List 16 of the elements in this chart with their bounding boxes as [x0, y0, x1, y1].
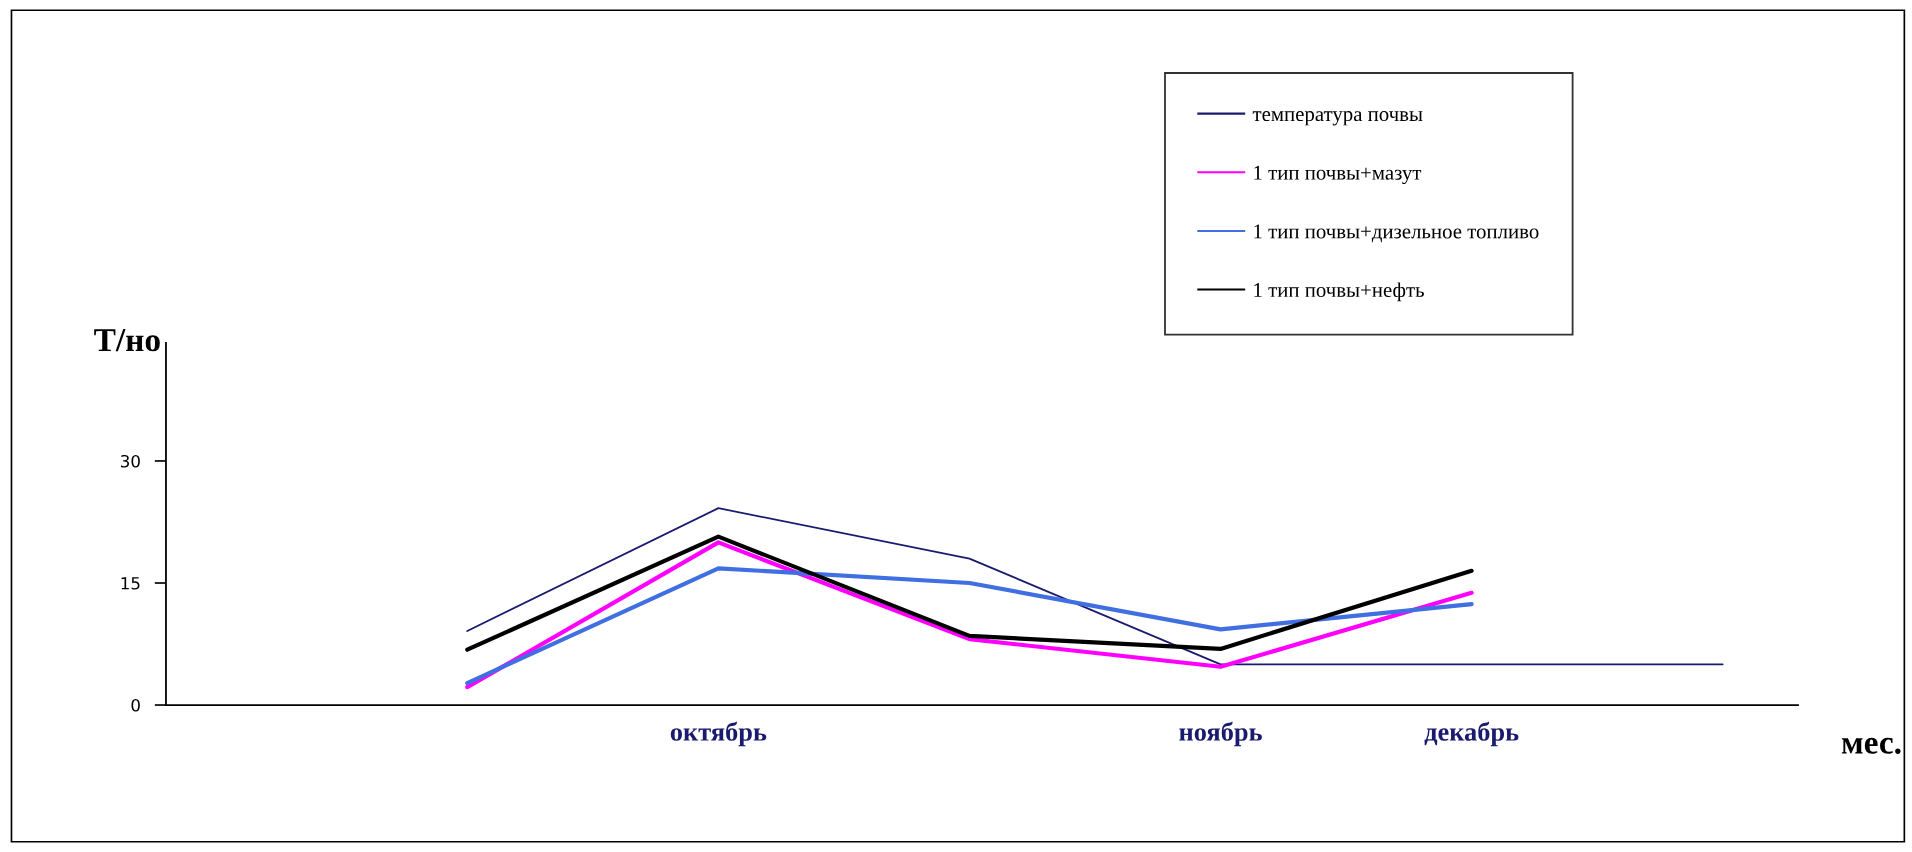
y-axis-title: Т/но — [94, 329, 160, 352]
x-tick-label: ноябрь — [1179, 721, 1262, 747]
y-tick-label: 15 — [121, 577, 140, 590]
x-axis-title: мес. — [1841, 737, 1901, 754]
y-tick-label: 0 — [131, 698, 140, 712]
x-tick-label: декабрь — [1424, 721, 1519, 747]
legend-label: температура почвы — [1252, 111, 1423, 126]
line-series — [465, 534, 1474, 652]
legend-label: 1 тип почвы+нефть — [1254, 282, 1424, 302]
x-tick-label: октябрь — [670, 721, 767, 747]
line-series — [465, 540, 1474, 690]
legend-label: 1 тип почвы+дизельное топливо — [1254, 224, 1539, 243]
line-series — [466, 507, 1724, 666]
legend-label: 1 тип почвы+мазут — [1254, 165, 1422, 185]
y-tick-label: 30 — [121, 454, 140, 468]
line-series — [465, 566, 1474, 686]
